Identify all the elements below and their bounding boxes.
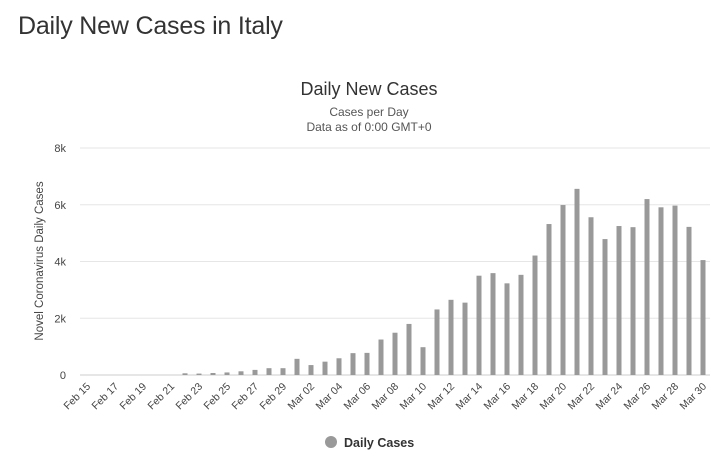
bar[interactable] xyxy=(252,369,258,375)
y-tick-label: 8k xyxy=(54,143,66,155)
x-tick-label: Mar 18 xyxy=(510,381,542,413)
y-axis-ticks: 0 2k 4k 6k 8k xyxy=(54,143,66,382)
bar[interactable] xyxy=(420,347,426,375)
x-tick-label: Mar 06 xyxy=(342,381,374,413)
bar[interactable] xyxy=(224,372,230,375)
x-tick-label: Mar 08 xyxy=(370,381,402,413)
x-tick-label: Mar 14 xyxy=(454,381,486,413)
bar[interactable] xyxy=(644,199,650,375)
bar[interactable] xyxy=(518,274,524,375)
bar[interactable] xyxy=(658,207,664,375)
y-tick-label: 2k xyxy=(54,313,66,325)
bar[interactable] xyxy=(280,368,286,375)
x-tick-label: Feb 19 xyxy=(118,381,150,413)
chart-title: Daily New Cases xyxy=(300,79,437,99)
x-tick-label: Feb 23 xyxy=(174,381,206,413)
bar[interactable] xyxy=(546,224,552,375)
bar[interactable] xyxy=(364,352,370,375)
bar[interactable] xyxy=(574,188,580,375)
bar[interactable] xyxy=(490,273,496,375)
bar[interactable] xyxy=(238,371,244,375)
bar[interactable] xyxy=(434,309,440,375)
x-tick-label: Feb 15 xyxy=(62,381,94,413)
y-tick-label: 6k xyxy=(54,200,66,212)
bar[interactable] xyxy=(266,368,272,375)
bars xyxy=(182,188,706,375)
legend-label: Daily Cases xyxy=(344,436,414,450)
chart-subtitle-line: Data as of 0:00 GMT+0 xyxy=(306,120,431,134)
bar[interactable] xyxy=(686,226,692,375)
bar[interactable] xyxy=(504,283,510,375)
x-tick-label: Mar 28 xyxy=(650,381,682,413)
page-heading: Daily New Cases in Italy xyxy=(18,12,283,40)
bar[interactable] xyxy=(210,373,216,375)
y-tick-label: 4k xyxy=(54,257,66,269)
bar[interactable] xyxy=(378,339,384,375)
x-tick-label: Mar 20 xyxy=(538,381,570,413)
x-tick-label: Mar 22 xyxy=(566,381,598,413)
bar[interactable] xyxy=(350,353,356,375)
y-tick-label: 0 xyxy=(60,370,66,382)
bar[interactable] xyxy=(182,373,188,375)
bar[interactable] xyxy=(462,302,468,375)
y-axis-label: Novel Coronavirus Daily Cases xyxy=(34,181,46,340)
x-tick-label: Feb 25 xyxy=(202,381,234,413)
x-tick-label: Mar 30 xyxy=(678,381,710,413)
bar[interactable] xyxy=(196,373,202,375)
bar[interactable] xyxy=(476,275,482,375)
bar[interactable] xyxy=(700,260,706,375)
bar[interactable] xyxy=(532,255,538,375)
bar[interactable] xyxy=(630,227,636,375)
bar[interactable] xyxy=(448,299,454,375)
bar[interactable] xyxy=(588,217,594,375)
bar[interactable] xyxy=(322,361,328,375)
bar[interactable] xyxy=(336,358,342,375)
x-tick-label: Mar 26 xyxy=(622,381,654,413)
x-tick-label: Mar 16 xyxy=(482,381,514,413)
bar[interactable] xyxy=(672,205,678,375)
bar[interactable] xyxy=(616,226,622,375)
x-tick-label: Mar 02 xyxy=(286,381,318,413)
x-tick-label: Feb 29 xyxy=(258,381,290,413)
x-tick-label: Feb 27 xyxy=(230,381,262,413)
x-tick-label: Mar 10 xyxy=(398,381,430,413)
bar[interactable] xyxy=(294,358,300,375)
x-tick-label: Mar 24 xyxy=(594,381,626,413)
legend-marker xyxy=(325,436,337,448)
bar[interactable] xyxy=(308,365,314,375)
bar[interactable] xyxy=(406,323,412,375)
bar[interactable] xyxy=(392,332,398,375)
bar[interactable] xyxy=(560,205,566,375)
chart-subtitle-line: Cases per Day xyxy=(329,105,408,119)
x-tick-label: Feb 17 xyxy=(90,381,122,413)
legend[interactable]: Daily Cases xyxy=(325,436,414,450)
x-tick-label: Mar 04 xyxy=(314,381,346,413)
x-tick-label: Feb 21 xyxy=(146,381,178,413)
bar[interactable] xyxy=(602,239,608,375)
x-tick-label: Mar 12 xyxy=(426,381,458,413)
